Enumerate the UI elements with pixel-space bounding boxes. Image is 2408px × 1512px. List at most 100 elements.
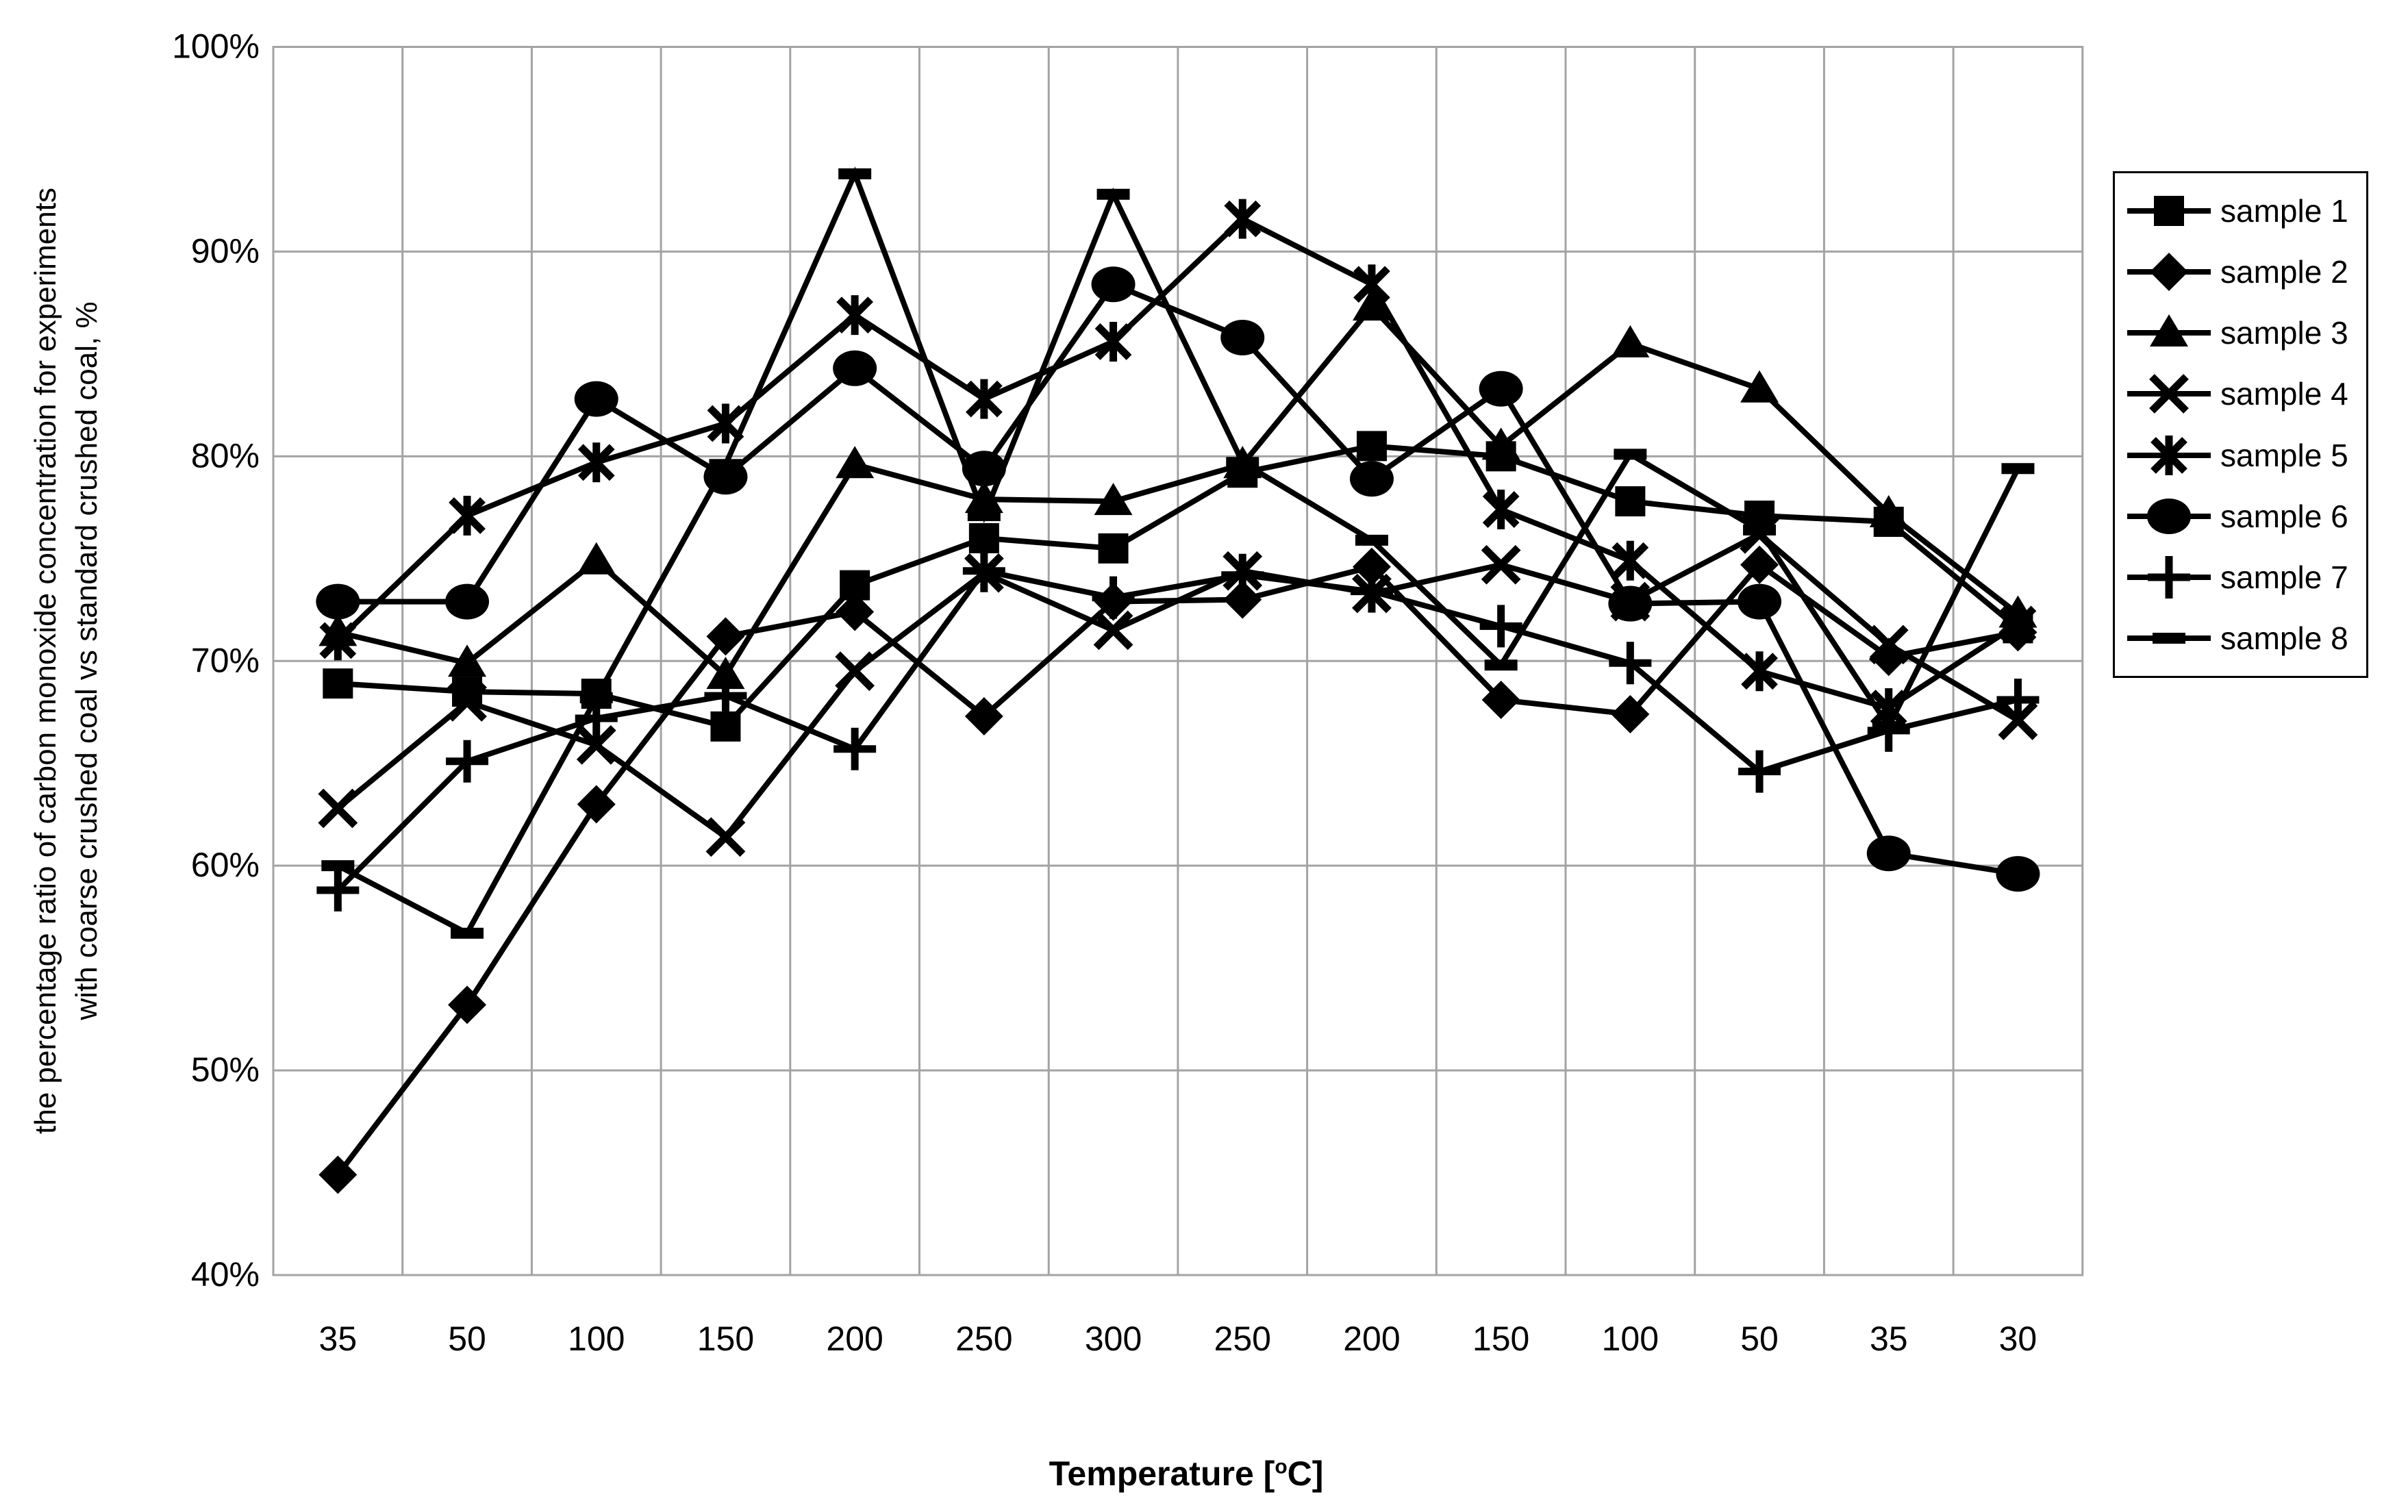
diamond-marker: [1611, 694, 1650, 733]
x-marker: [447, 682, 487, 722]
x-tick-label: 250: [1214, 1320, 1271, 1358]
legend-item-sample-8: sample 8: [2124, 609, 2366, 668]
circle-marker: [1349, 461, 1394, 497]
x-axis-title-sup: o: [1275, 1455, 1288, 1478]
dash-marker: [1614, 449, 1647, 460]
square-marker: [1615, 486, 1646, 517]
square-marker: [1098, 533, 1129, 564]
dash-marker: [1872, 720, 1905, 732]
x-tick-label: 150: [697, 1320, 754, 1358]
x-axis-title-text: Temperature [: [1049, 1454, 1275, 1493]
x-tick-label: 250: [955, 1320, 1012, 1358]
y-tick-label: 60%: [191, 846, 260, 884]
x-marker: [2149, 374, 2189, 414]
triangle-marker: [1740, 370, 1779, 403]
x-tick-label: 35: [319, 1320, 358, 1358]
series-line-sample-7: [336, 568, 2019, 892]
square-marker: [1356, 431, 1387, 462]
series-line-sample-3: [337, 303, 2020, 680]
dash-marker: [321, 860, 355, 872]
legend-item-sample-2: sample 2: [2124, 242, 2366, 301]
dash-marker: [1484, 659, 1518, 671]
circle-marker: [1738, 583, 1782, 620]
legend-item-sample-1: sample 1: [2124, 181, 2366, 240]
legend-label: sample 2: [2220, 253, 2348, 290]
dash-marker: [451, 927, 484, 939]
circle-marker: [1220, 319, 1265, 355]
x-marker: [1481, 544, 1521, 585]
square-marker: [968, 522, 999, 553]
x-tick-label: 200: [1343, 1320, 1400, 1358]
triangle-marker: [1611, 325, 1650, 357]
dash-marker: [579, 692, 613, 704]
x-marker: [1868, 625, 1909, 665]
triangle-marker: [1869, 495, 1908, 528]
legend-item-sample-5: sample 5: [2124, 426, 2366, 485]
legend-item-sample-6: sample 6: [2124, 487, 2366, 546]
triangle-marker: [1094, 483, 1133, 516]
x-tick-label: 150: [1472, 1320, 1529, 1358]
y-tick-label: 90%: [191, 231, 260, 270]
legend: sample 1 sample 2 sample 3 sample 4 sample 5…: [2113, 171, 2368, 678]
x-marker: [835, 651, 875, 692]
y-tick-label: 80%: [191, 436, 260, 475]
x-tick-label: 200: [826, 1320, 883, 1358]
dash-marker: [1743, 524, 1777, 536]
diamond-marker: [1223, 580, 1262, 619]
dash-marker: [967, 510, 1001, 522]
square-marker: [2154, 195, 2184, 226]
x-marker: [318, 788, 358, 829]
y-tick-label: 50%: [191, 1050, 260, 1089]
diamond-marker: [1352, 547, 1391, 586]
x-tick-label: 30: [1999, 1320, 2037, 1358]
legend-label: sample 6: [2220, 498, 2348, 534]
circle-marker: [1479, 370, 1523, 407]
dash-marker: [2153, 633, 2185, 644]
dash-marker: [1355, 534, 1388, 546]
circle-marker: [833, 350, 877, 386]
plot-border: [272, 46, 2084, 1276]
y-tick-label: 100%: [172, 27, 260, 66]
diamond-marker: [2150, 252, 2188, 291]
diamond-marker: [318, 1155, 358, 1194]
legend-label: sample 3: [2220, 315, 2348, 351]
diamond-marker: [577, 785, 616, 824]
circle-marker: [962, 451, 1006, 487]
diamond-marker: [706, 617, 745, 656]
diamond-marker: [964, 696, 1003, 735]
triangle-marker: [448, 644, 487, 677]
legend-label: sample 7: [2220, 559, 2348, 596]
triangle-marker: [836, 446, 875, 479]
triangle-marker: [577, 542, 616, 575]
dash-marker: [709, 459, 742, 470]
circle-marker: [2147, 498, 2191, 534]
x-axis-title: Temperature [oC]: [1049, 1454, 1324, 1494]
dash-marker: [2001, 463, 2035, 475]
x-tick-label: 100: [1602, 1320, 1659, 1358]
dash-legend-icon: [2127, 633, 2211, 644]
legend-item-sample-3: sample 3: [2124, 303, 2366, 362]
diamond-marker: [448, 985, 487, 1024]
dash-marker: [838, 168, 872, 179]
plus-legend-icon: [2127, 556, 2211, 599]
dash-marker: [1096, 188, 1130, 200]
diamond-marker: [1481, 681, 1520, 720]
circle-marker: [1608, 585, 1653, 622]
triangle-marker: [706, 657, 745, 690]
circle-marker: [574, 381, 618, 417]
legend-item-sample-4: sample 4: [2124, 364, 2366, 423]
circle-marker: [1091, 266, 1136, 303]
legend-label: sample 8: [2220, 620, 2348, 657]
triangle-marker: [2150, 314, 2188, 347]
triangle-marker: [1481, 427, 1520, 460]
y-axis-title-line1: the percentage ratio of carbon monoxide …: [29, 188, 62, 1134]
y-tick-label: 40%: [191, 1255, 260, 1294]
square-legend-icon: [2127, 195, 2211, 226]
diamond-legend-icon: [2127, 252, 2211, 291]
series-line-sample-4: [336, 531, 2020, 841]
legend-label: sample 4: [2220, 376, 2348, 412]
x-tick-label: 35: [1870, 1320, 1908, 1358]
circle-marker: [1866, 835, 1911, 872]
